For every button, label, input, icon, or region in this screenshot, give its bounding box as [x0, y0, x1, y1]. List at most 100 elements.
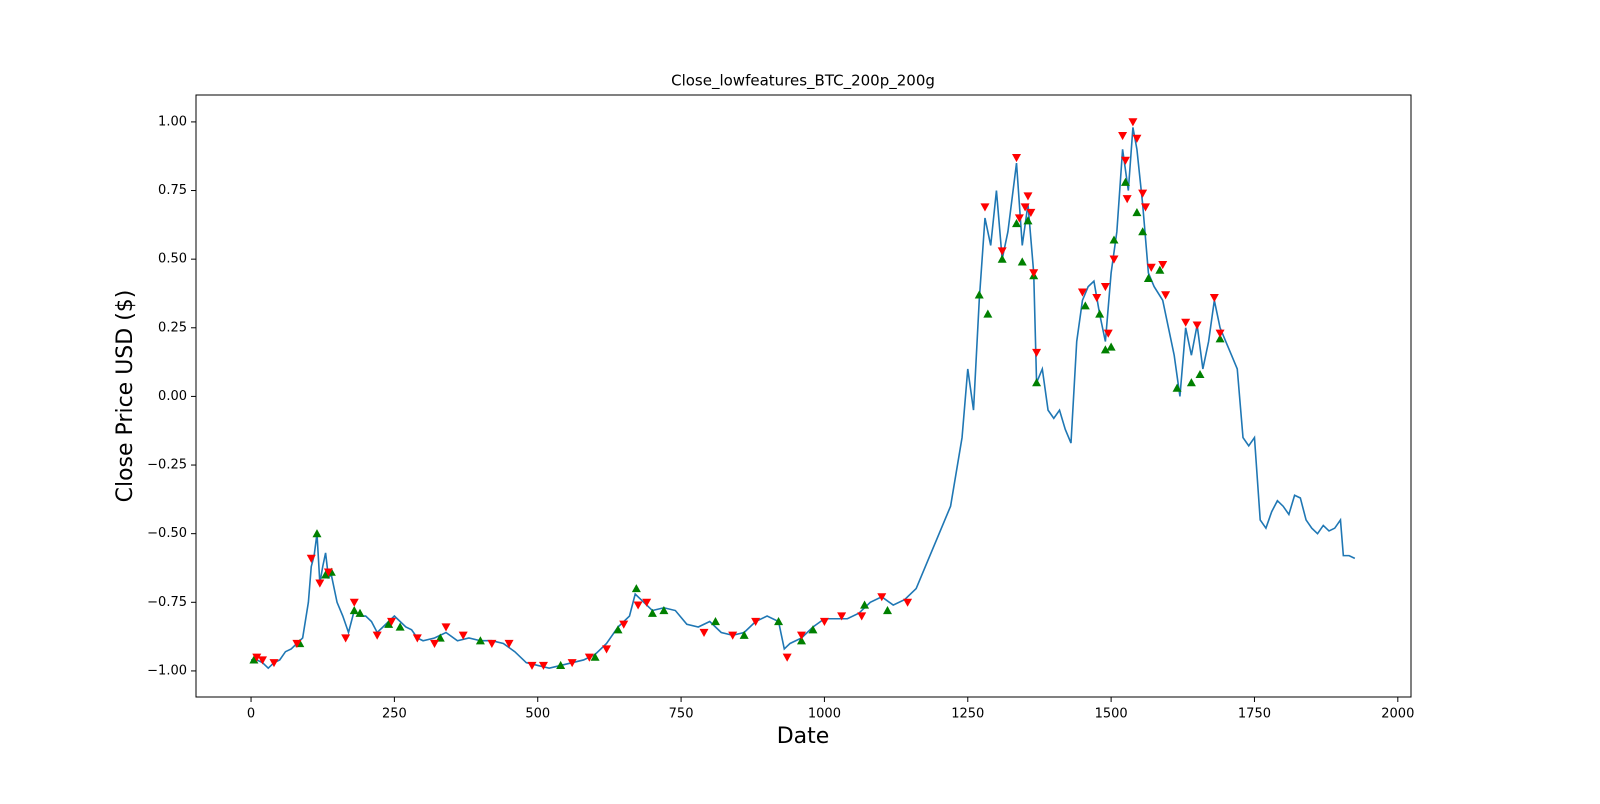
sell-marker — [877, 593, 887, 602]
x-tick-label: 750 — [669, 707, 694, 722]
y-tick-label: 0.00 — [158, 389, 187, 404]
buy-marker — [808, 625, 818, 634]
sell-marker — [430, 639, 440, 648]
sell-marker — [1161, 291, 1171, 300]
buy-marker — [613, 625, 623, 634]
x-tick-label: 500 — [525, 707, 550, 722]
buy-marker — [1023, 216, 1033, 225]
buy-marker — [395, 622, 405, 631]
sell-marker — [306, 554, 316, 563]
sell-marker — [1146, 263, 1156, 272]
sell-marker — [728, 631, 738, 640]
sell-marker — [857, 612, 867, 621]
sell-marker — [323, 568, 333, 577]
sell-marker — [1158, 261, 1168, 270]
sell-marker — [699, 628, 709, 637]
sell-marker — [602, 645, 612, 654]
sell-marker — [633, 601, 643, 610]
buy-marker — [1143, 273, 1153, 282]
sell-marker — [997, 247, 1007, 256]
buy-marker — [590, 652, 600, 661]
sell-marker — [1181, 318, 1191, 327]
sell-marker — [387, 617, 397, 627]
buy-marker — [631, 584, 641, 593]
buy-marker — [355, 608, 365, 617]
sell-marker — [372, 631, 382, 640]
sell-marker — [412, 634, 422, 643]
buy-marker — [796, 636, 806, 645]
sell-marker — [1029, 269, 1039, 278]
buy-marker — [1132, 207, 1142, 217]
sell-marker — [504, 639, 514, 648]
sell-marker — [349, 598, 359, 607]
buy-marker — [435, 633, 445, 642]
sell-marker — [1020, 203, 1030, 212]
sell-marker — [1077, 288, 1087, 297]
sell-marker — [642, 598, 652, 607]
x-tick-label: 1750 — [1238, 707, 1271, 722]
buy-marker — [1012, 218, 1022, 228]
x-tick-label: 1500 — [1095, 707, 1128, 722]
buy-marker — [1120, 177, 1130, 186]
y-axis-label: Close Price USD ($) — [113, 290, 138, 503]
sell-marker — [1026, 208, 1036, 217]
sell-marker — [315, 579, 325, 588]
x-tick-label: 0 — [247, 707, 255, 722]
sell-marker — [538, 661, 548, 670]
y-tick-label: 0.25 — [158, 320, 187, 335]
buy-marker — [1138, 227, 1148, 236]
sell-marker — [1215, 329, 1225, 338]
sell-marker — [584, 653, 594, 662]
sell-marker — [567, 659, 577, 668]
buy-marker — [1215, 334, 1225, 343]
buy-marker — [974, 290, 984, 299]
buy-marker — [384, 619, 394, 628]
sell-marker — [1209, 293, 1219, 303]
buy-marker — [349, 606, 359, 615]
x-tick-label: 2000 — [1381, 707, 1414, 722]
x-axis-label: Date — [777, 724, 830, 749]
sell-marker — [1122, 195, 1132, 204]
buy-marker — [475, 636, 485, 645]
y-tick-label: 1.00 — [158, 114, 187, 129]
buy-marker — [1095, 309, 1105, 318]
y-tick-label: −0.25 — [147, 458, 187, 473]
x-tick-label: 1000 — [808, 707, 841, 722]
sell-marker — [1014, 214, 1024, 223]
sell-marker — [1032, 348, 1042, 357]
sell-marker — [1128, 118, 1138, 127]
sell-marker — [292, 639, 302, 648]
buy-marker — [739, 630, 749, 639]
buy-marker — [321, 570, 331, 579]
sell-marker — [1120, 156, 1130, 165]
buy-marker — [1186, 378, 1196, 387]
sell-marker — [252, 653, 262, 662]
buy-marker — [647, 608, 657, 617]
buy-marker — [556, 660, 566, 670]
buy-marker — [1032, 378, 1042, 387]
y-tick-label: 0.75 — [158, 183, 187, 198]
sell-marker — [487, 639, 497, 648]
sell-marker — [1109, 255, 1119, 264]
y-tick-label: −1.00 — [147, 663, 187, 678]
buy-marker — [983, 309, 993, 318]
buy-marker — [312, 529, 322, 538]
buy-marker — [860, 600, 870, 609]
sell-marker — [619, 620, 629, 629]
sell-marker — [527, 661, 537, 670]
sell-marker — [980, 203, 990, 212]
sell-marker — [1118, 132, 1128, 141]
sell-marker — [751, 617, 761, 627]
sell-marker — [341, 634, 351, 643]
buy-marker — [1172, 383, 1182, 392]
sell-marker — [269, 659, 279, 668]
y-tick-label: −0.75 — [147, 595, 187, 610]
sell-marker — [837, 612, 847, 621]
buy-marker — [1109, 235, 1119, 244]
buy-marker — [1080, 301, 1090, 310]
sell-marker — [1023, 192, 1033, 201]
sell-marker — [1132, 134, 1142, 143]
sell-marker — [819, 617, 829, 627]
